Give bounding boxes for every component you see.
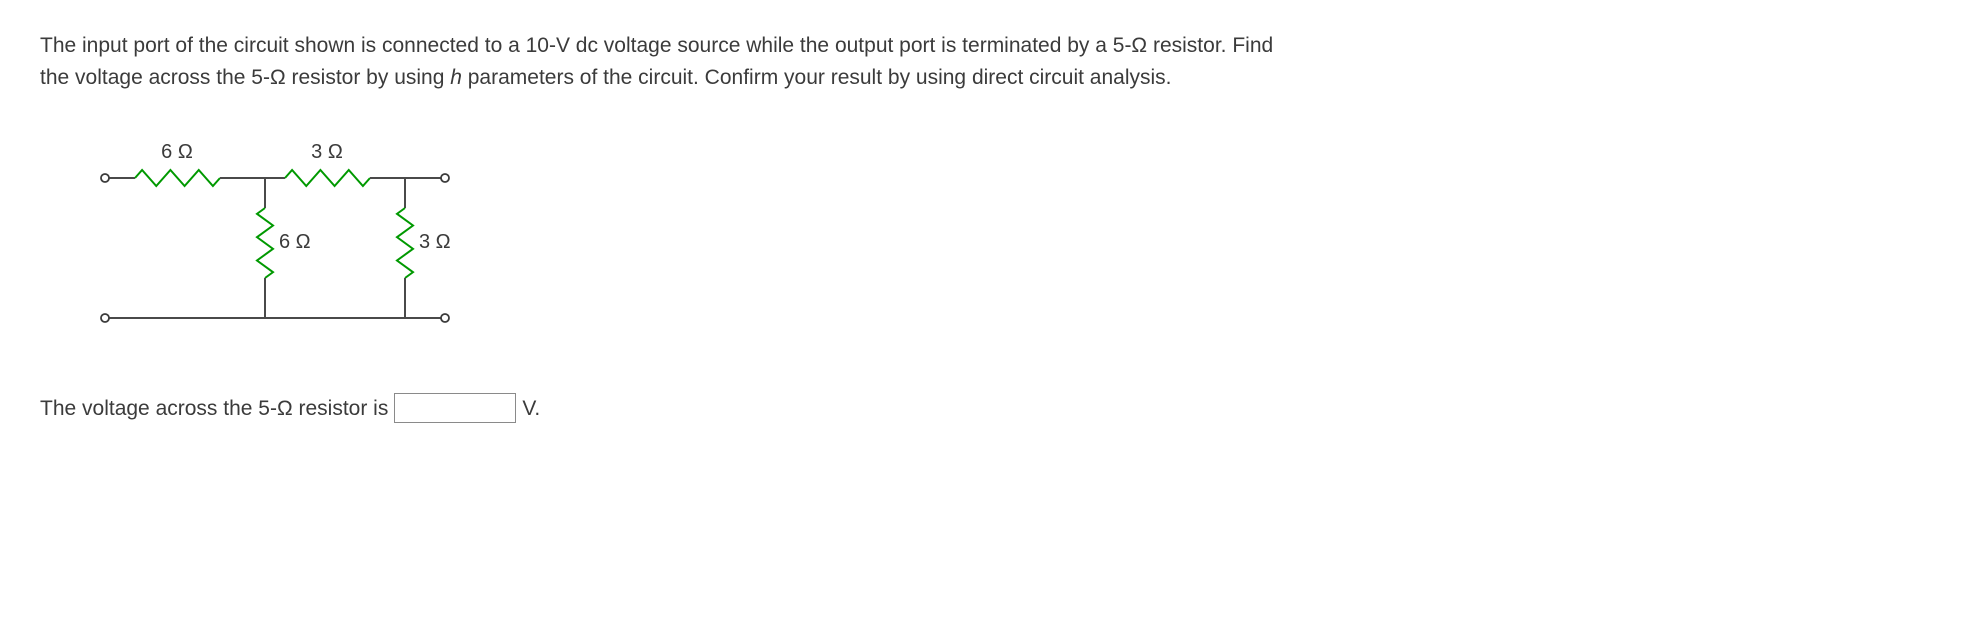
answer-line: The voltage across the 5-Ω resistor is V… <box>40 393 1947 425</box>
problem-line1: The input port of the circuit shown is c… <box>40 34 1273 57</box>
circuit-diagram: 6 Ω 3 Ω 6 Ω 3 Ω <box>90 123 1947 363</box>
svg-text:6 Ω: 6 Ω <box>161 141 193 163</box>
problem-italic: h <box>450 66 468 89</box>
problem-statement: The input port of the circuit shown is c… <box>40 30 1940 93</box>
problem-line2b: parameters of the circuit. Confirm your … <box>468 66 1172 89</box>
problem-line2a: the voltage across the 5-Ω resistor by u… <box>40 66 450 89</box>
svg-text:3 Ω: 3 Ω <box>311 141 343 163</box>
svg-text:6 Ω: 6 Ω <box>279 231 311 253</box>
answer-prefix: The voltage across the 5-Ω resistor is <box>40 393 388 425</box>
answer-unit: V. <box>522 393 540 425</box>
svg-text:3 Ω: 3 Ω <box>419 231 451 253</box>
answer-input[interactable] <box>394 393 516 423</box>
